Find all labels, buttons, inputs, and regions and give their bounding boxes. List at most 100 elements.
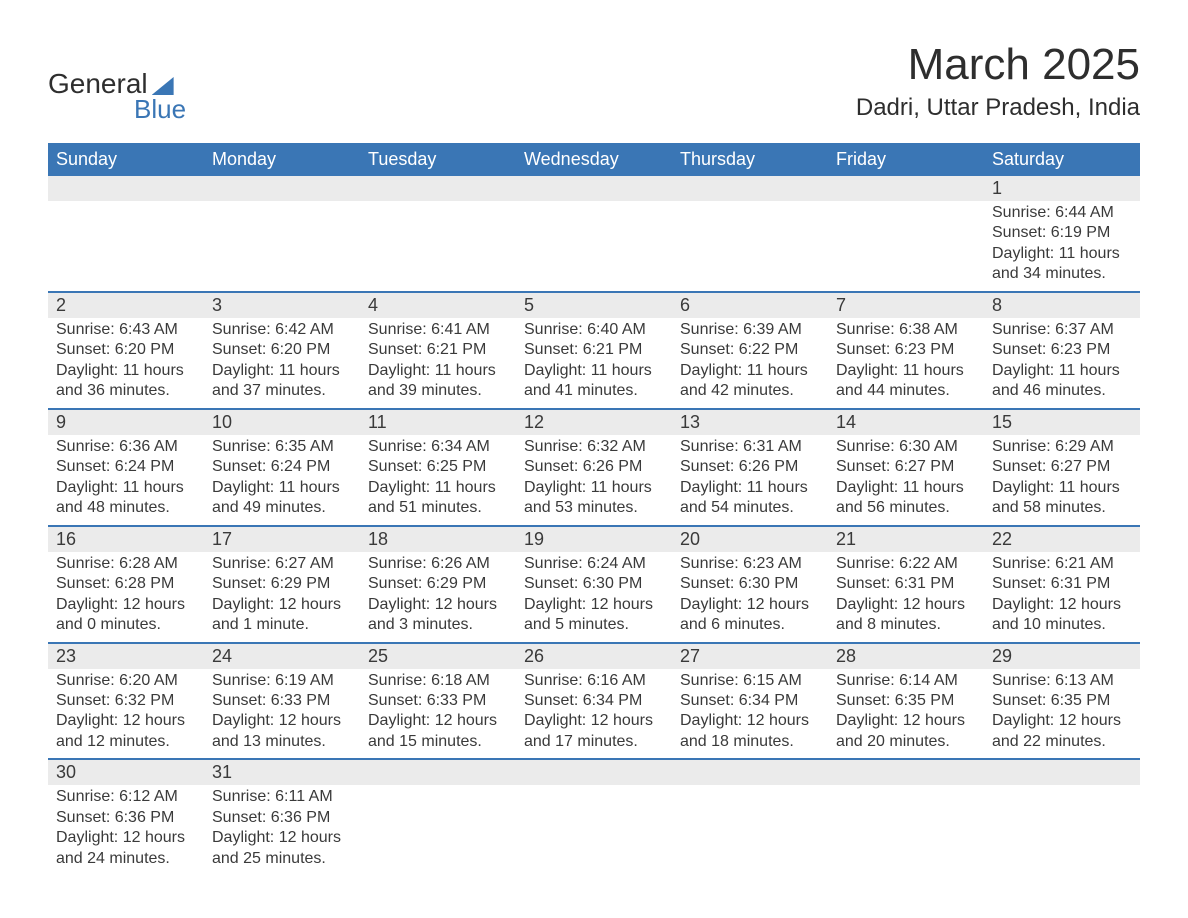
sunset-text: Sunset: 6:30 PM: [680, 574, 820, 594]
daylight-text: and 8 minutes.: [836, 615, 976, 635]
day-content-cell: Sunrise: 6:32 AMSunset: 6:26 PMDaylight:…: [516, 435, 672, 526]
daylight-text: and 15 minutes.: [368, 732, 508, 752]
daylight-text: and 0 minutes.: [56, 615, 196, 635]
daylight-text: Daylight: 11 hours: [56, 478, 196, 498]
daylight-text: Daylight: 12 hours: [368, 711, 508, 731]
day-content-cell: [516, 785, 672, 875]
day-number-cell: 9: [48, 409, 204, 435]
sunset-text: Sunset: 6:19 PM: [992, 223, 1132, 243]
day-number-cell: 18: [360, 526, 516, 552]
sunrise-text: Sunrise: 6:41 AM: [368, 320, 508, 340]
col-friday: Friday: [828, 143, 984, 176]
day-content-cell: Sunrise: 6:20 AMSunset: 6:32 PMDaylight:…: [48, 669, 204, 760]
sunset-text: Sunset: 6:33 PM: [368, 691, 508, 711]
day-number-cell: 11: [360, 409, 516, 435]
sunrise-text: Sunrise: 6:16 AM: [524, 671, 664, 691]
day-content-cell: Sunrise: 6:37 AMSunset: 6:23 PMDaylight:…: [984, 318, 1140, 409]
sunset-text: Sunset: 6:36 PM: [56, 808, 196, 828]
day-number-cell: 7: [828, 292, 984, 318]
logo-triangle-icon: [152, 77, 174, 95]
daynum-row: 1: [48, 176, 1140, 201]
day-number-cell: 2: [48, 292, 204, 318]
daylight-text: Daylight: 12 hours: [524, 595, 664, 615]
daylight-text: and 36 minutes.: [56, 381, 196, 401]
daylight-text: Daylight: 11 hours: [212, 478, 352, 498]
day-content-cell: [360, 785, 516, 875]
sunset-text: Sunset: 6:31 PM: [992, 574, 1132, 594]
day-number-cell: 19: [516, 526, 672, 552]
day-content-cell: [48, 201, 204, 292]
day-number-cell: 17: [204, 526, 360, 552]
day-content-cell: [360, 201, 516, 292]
day-content-cell: Sunrise: 6:35 AMSunset: 6:24 PMDaylight:…: [204, 435, 360, 526]
day-number-cell: 30: [48, 759, 204, 785]
header: General Blue March 2025 Dadri, Uttar Pra…: [48, 40, 1140, 125]
day-content-cell: Sunrise: 6:12 AMSunset: 6:36 PMDaylight:…: [48, 785, 204, 875]
daylight-text: and 37 minutes.: [212, 381, 352, 401]
daylight-text: and 39 minutes.: [368, 381, 508, 401]
daylight-text: Daylight: 11 hours: [680, 361, 820, 381]
daylight-text: Daylight: 12 hours: [212, 595, 352, 615]
day-content-cell: Sunrise: 6:30 AMSunset: 6:27 PMDaylight:…: [828, 435, 984, 526]
daynum-row: 2345678: [48, 292, 1140, 318]
daylight-text: and 54 minutes.: [680, 498, 820, 518]
daylight-text: and 51 minutes.: [368, 498, 508, 518]
sunset-text: Sunset: 6:32 PM: [56, 691, 196, 711]
daylight-text: and 53 minutes.: [524, 498, 664, 518]
daylight-text: and 25 minutes.: [212, 849, 352, 869]
content-row: Sunrise: 6:36 AMSunset: 6:24 PMDaylight:…: [48, 435, 1140, 526]
daynum-row: 3031: [48, 759, 1140, 785]
daylight-text: Daylight: 11 hours: [212, 361, 352, 381]
daylight-text: Daylight: 11 hours: [836, 361, 976, 381]
sunrise-text: Sunrise: 6:22 AM: [836, 554, 976, 574]
col-sunday: Sunday: [48, 143, 204, 176]
day-content-cell: Sunrise: 6:23 AMSunset: 6:30 PMDaylight:…: [672, 552, 828, 643]
daylight-text: and 24 minutes.: [56, 849, 196, 869]
sunset-text: Sunset: 6:26 PM: [524, 457, 664, 477]
sunrise-text: Sunrise: 6:27 AM: [212, 554, 352, 574]
day-content-cell: [828, 785, 984, 875]
sunset-text: Sunset: 6:31 PM: [836, 574, 976, 594]
day-number-cell: 27: [672, 643, 828, 669]
day-content-cell: Sunrise: 6:40 AMSunset: 6:21 PMDaylight:…: [516, 318, 672, 409]
daylight-text: Daylight: 11 hours: [836, 478, 976, 498]
sunset-text: Sunset: 6:20 PM: [56, 340, 196, 360]
daylight-text: Daylight: 12 hours: [680, 711, 820, 731]
daylight-text: and 48 minutes.: [56, 498, 196, 518]
daynum-row: 9101112131415: [48, 409, 1140, 435]
sunrise-text: Sunrise: 6:23 AM: [680, 554, 820, 574]
day-number-cell: 23: [48, 643, 204, 669]
day-content-cell: Sunrise: 6:31 AMSunset: 6:26 PMDaylight:…: [672, 435, 828, 526]
sunrise-text: Sunrise: 6:36 AM: [56, 437, 196, 457]
daylight-text: Daylight: 12 hours: [524, 711, 664, 731]
day-number-cell: 29: [984, 643, 1140, 669]
day-content-cell: [828, 201, 984, 292]
daylight-text: and 3 minutes.: [368, 615, 508, 635]
daylight-text: and 12 minutes.: [56, 732, 196, 752]
sunrise-text: Sunrise: 6:29 AM: [992, 437, 1132, 457]
daylight-text: and 44 minutes.: [836, 381, 976, 401]
daylight-text: and 58 minutes.: [992, 498, 1132, 518]
day-content-cell: Sunrise: 6:34 AMSunset: 6:25 PMDaylight:…: [360, 435, 516, 526]
content-row: Sunrise: 6:12 AMSunset: 6:36 PMDaylight:…: [48, 785, 1140, 875]
day-number-cell: [516, 759, 672, 785]
day-content-cell: Sunrise: 6:21 AMSunset: 6:31 PMDaylight:…: [984, 552, 1140, 643]
day-number-cell: 4: [360, 292, 516, 318]
day-content-cell: Sunrise: 6:14 AMSunset: 6:35 PMDaylight:…: [828, 669, 984, 760]
day-number-cell: [516, 176, 672, 201]
daylight-text: and 1 minute.: [212, 615, 352, 635]
col-thursday: Thursday: [672, 143, 828, 176]
sunset-text: Sunset: 6:21 PM: [368, 340, 508, 360]
daylight-text: and 13 minutes.: [212, 732, 352, 752]
sunset-text: Sunset: 6:34 PM: [680, 691, 820, 711]
sunset-text: Sunset: 6:35 PM: [836, 691, 976, 711]
sunset-text: Sunset: 6:34 PM: [524, 691, 664, 711]
daylight-text: Daylight: 11 hours: [56, 361, 196, 381]
daynum-row: 23242526272829: [48, 643, 1140, 669]
day-number-cell: [360, 176, 516, 201]
day-number-cell: [672, 176, 828, 201]
daylight-text: Daylight: 12 hours: [212, 828, 352, 848]
sunset-text: Sunset: 6:29 PM: [212, 574, 352, 594]
col-wednesday: Wednesday: [516, 143, 672, 176]
day-content-cell: Sunrise: 6:13 AMSunset: 6:35 PMDaylight:…: [984, 669, 1140, 760]
